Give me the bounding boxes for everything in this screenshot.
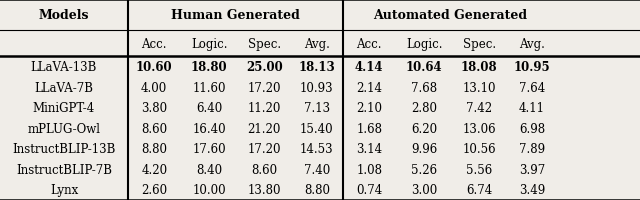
Text: Models: Models [39,9,89,22]
Text: 17.60: 17.60 [193,142,226,155]
Text: 10.00: 10.00 [193,183,226,196]
Text: 10.60: 10.60 [136,61,173,74]
Text: 3.14: 3.14 [356,142,382,155]
Text: 8.40: 8.40 [196,163,222,176]
Text: 6.20: 6.20 [412,122,437,135]
Text: Human Generated: Human Generated [171,9,300,22]
Text: 10.64: 10.64 [406,61,443,74]
Text: 14.53: 14.53 [300,142,333,155]
Text: Acc.: Acc. [141,38,167,50]
Text: 3.49: 3.49 [518,183,545,196]
Text: 9.96: 9.96 [411,142,438,155]
Text: 13.80: 13.80 [248,183,281,196]
Text: 15.40: 15.40 [300,122,333,135]
Text: 7.89: 7.89 [519,142,545,155]
Text: 1.68: 1.68 [356,122,382,135]
Text: 25.00: 25.00 [246,61,283,74]
Text: 11.60: 11.60 [193,81,226,94]
Text: 4.20: 4.20 [141,163,167,176]
Text: 10.93: 10.93 [300,81,333,94]
Text: 4.00: 4.00 [141,81,168,94]
Text: 6.98: 6.98 [519,122,545,135]
Text: Avg.: Avg. [519,38,545,50]
Text: 18.08: 18.08 [461,61,498,74]
Text: 5.56: 5.56 [466,163,493,176]
Text: Avg.: Avg. [304,38,330,50]
Text: 4.11: 4.11 [519,102,545,114]
Text: Lynx: Lynx [50,183,78,196]
Text: 8.60: 8.60 [252,163,277,176]
Text: 10.95: 10.95 [513,61,550,74]
Text: 7.13: 7.13 [304,102,330,114]
Text: 2.80: 2.80 [412,102,437,114]
Text: 17.20: 17.20 [248,81,281,94]
Text: 3.97: 3.97 [518,163,545,176]
Text: 2.14: 2.14 [356,81,382,94]
Text: 7.42: 7.42 [467,102,492,114]
Text: LLaVA-13B: LLaVA-13B [31,61,97,74]
Text: InstructBLIP-7B: InstructBLIP-7B [16,163,112,176]
Text: Spec.: Spec. [463,38,496,50]
Text: 3.00: 3.00 [411,183,438,196]
Text: 6.40: 6.40 [196,102,223,114]
Text: 21.20: 21.20 [248,122,281,135]
Text: 6.74: 6.74 [466,183,493,196]
Text: 18.80: 18.80 [191,61,228,74]
Text: 8.80: 8.80 [141,142,167,155]
Text: 8.60: 8.60 [141,122,167,135]
Text: 17.20: 17.20 [248,142,281,155]
Text: Spec.: Spec. [248,38,281,50]
Text: 7.40: 7.40 [303,163,330,176]
Text: 7.64: 7.64 [518,81,545,94]
Text: Automated Generated: Automated Generated [374,9,527,22]
Text: mPLUG-Owl: mPLUG-Owl [28,122,100,135]
Text: 8.80: 8.80 [304,183,330,196]
Text: 4.14: 4.14 [355,61,383,74]
Text: 7.68: 7.68 [412,81,437,94]
Text: 10.56: 10.56 [463,142,496,155]
Text: MiniGPT-4: MiniGPT-4 [33,102,95,114]
Text: Logic.: Logic. [406,38,443,50]
Text: 13.10: 13.10 [463,81,496,94]
Text: 0.74: 0.74 [356,183,383,196]
Text: 1.08: 1.08 [356,163,382,176]
Text: 2.10: 2.10 [356,102,382,114]
Text: LLaVA-7B: LLaVA-7B [35,81,93,94]
Text: 18.13: 18.13 [298,61,335,74]
Text: Acc.: Acc. [356,38,382,50]
Text: Logic.: Logic. [191,38,228,50]
Text: 13.06: 13.06 [463,122,496,135]
Text: 2.60: 2.60 [141,183,167,196]
Text: 11.20: 11.20 [248,102,281,114]
Text: 5.26: 5.26 [412,163,437,176]
Text: 16.40: 16.40 [193,122,226,135]
Text: 3.80: 3.80 [141,102,167,114]
Text: InstructBLIP-13B: InstructBLIP-13B [12,142,116,155]
